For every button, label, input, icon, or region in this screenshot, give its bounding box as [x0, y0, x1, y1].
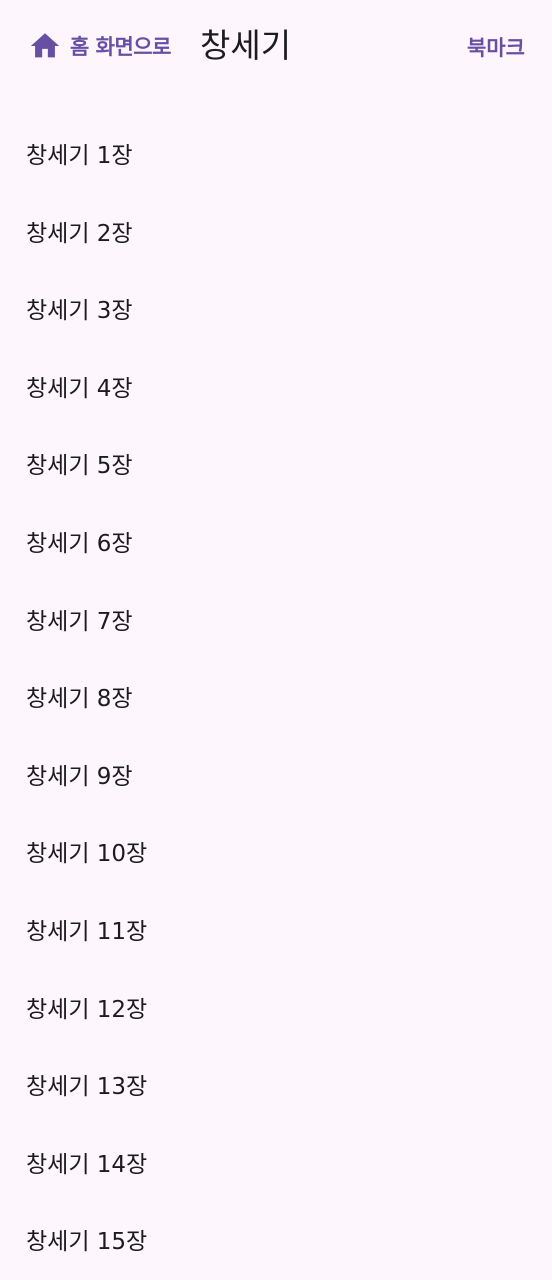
chapter-item-6[interactable]: 창세기 6장 — [26, 530, 133, 557]
chapter-item-7[interactable]: 창세기 7장 — [26, 608, 133, 635]
chapter-item-4[interactable]: 창세기 4장 — [26, 375, 133, 402]
chapter-item-8[interactable]: 창세기 8장 — [26, 686, 133, 713]
app-header: 홈 화면으로 창세기 북마크 — [0, 0, 552, 92]
chapter-item-11[interactable]: 창세기 11장 — [26, 918, 148, 945]
chapter-list: 창세기 1장 창세기 2장 창세기 3장 창세기 4장 창세기 5장 창세기 6… — [0, 118, 552, 1280]
chapter-item-5[interactable]: 창세기 5장 — [26, 453, 133, 480]
home-button[interactable]: 홈 화면으로 — [28, 28, 171, 64]
chapter-item-15[interactable]: 창세기 15장 — [26, 1229, 148, 1256]
chapter-item-3[interactable]: 창세기 3장 — [26, 298, 133, 325]
home-icon — [28, 29, 62, 63]
chapter-item-9[interactable]: 창세기 9장 — [26, 763, 133, 790]
chapter-item-1[interactable]: 창세기 1장 — [26, 143, 133, 169]
chapter-item-10[interactable]: 창세기 10장 — [26, 841, 148, 868]
chapter-item-13[interactable]: 창세기 13장 — [26, 1074, 148, 1101]
chapter-item-14[interactable]: 창세기 14장 — [26, 1151, 148, 1178]
bookmark-button[interactable]: 북마크 — [467, 36, 525, 60]
home-button-label: 홈 화면으로 — [70, 35, 171, 59]
chapter-item-2[interactable]: 창세기 2장 — [26, 220, 133, 247]
page-title: 창세기 — [200, 26, 292, 65]
chapter-item-12[interactable]: 창세기 12장 — [26, 996, 148, 1023]
